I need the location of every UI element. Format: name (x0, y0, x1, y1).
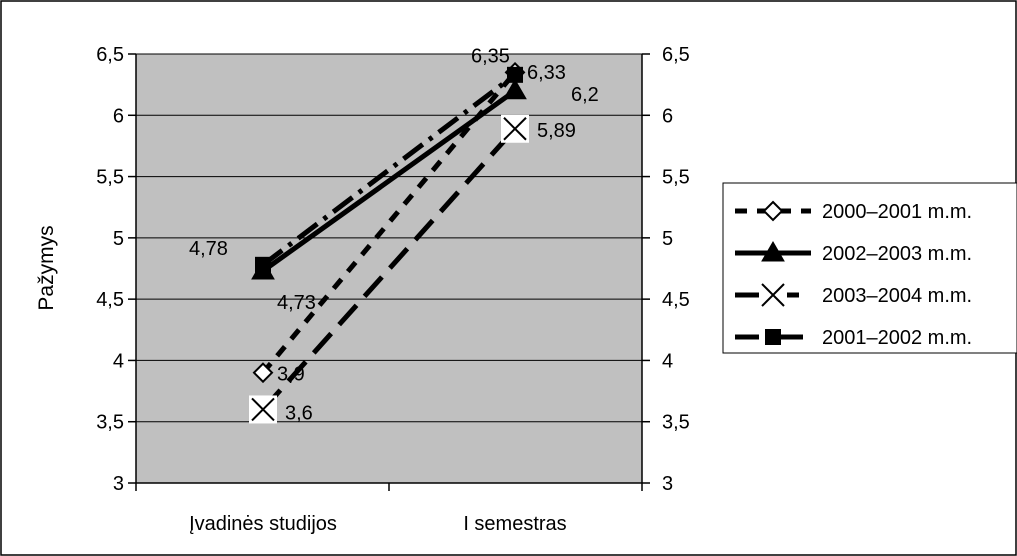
data-label: 3,6 (285, 402, 313, 424)
y-axis-right: 3 3,5 4 4,5 5 5,5 6 6,5 (642, 44, 690, 495)
data-label: 4,73 (277, 292, 316, 314)
y-axis-left: 3 3,5 4 4,5 5 5,5 6 6,5 (96, 44, 136, 495)
legend-swatch-marker (759, 281, 787, 309)
x-axis: Įvadinės studijos I semestras (135, 483, 643, 535)
legend-swatch-marker (765, 329, 781, 345)
y-tick-label-right: 3 (662, 473, 673, 495)
series-4: 4,78 6,33 (189, 62, 566, 273)
data-label: 5,89 (537, 120, 576, 142)
legend-item: 2000–2001 m.m. (735, 200, 972, 223)
legend-item: 2002–2003 m.m. (735, 241, 972, 265)
series-line (261, 72, 517, 267)
legend-swatch-marker (762, 200, 784, 222)
y-tick-label-right: 4 (662, 350, 673, 372)
data-point (252, 362, 274, 384)
legend-item: 2003–2004 m.m. (735, 281, 972, 309)
x-tick-label: Įvadinės studijos (189, 513, 337, 535)
data-point (507, 66, 523, 83)
x-tick-label: I semestras (463, 513, 566, 535)
y-tick-label-right: 6 (662, 105, 673, 127)
y-tick-label-left: 3,5 (96, 412, 124, 434)
plot-area (135, 53, 643, 484)
y-tick-label-right: 5,5 (662, 167, 690, 189)
y-tick-label-right: 4,5 (662, 289, 690, 311)
gridlines (136, 53, 642, 423)
data-point (249, 395, 277, 424)
legend-label: 2003–2004 m.m. (822, 285, 972, 307)
y-tick-label-left: 3 (113, 473, 124, 495)
data-label: 6,2 (571, 84, 599, 106)
data-label: 6,33 (527, 62, 566, 84)
y-tick-label-right: 5 (662, 228, 673, 250)
data-label: 4,78 (189, 238, 228, 260)
y-axis-title: Pažymys (35, 225, 58, 310)
legend-label: 2002–2003 m.m. (822, 243, 972, 265)
data-point (501, 114, 529, 143)
y-tick-label-left: 5 (113, 228, 124, 250)
y-tick-label-left: 5,5 (96, 167, 124, 189)
series-3: 3,6 5,89 (249, 114, 576, 424)
data-point (503, 78, 527, 100)
legend-item: 2001–2002 m.m. (735, 327, 972, 349)
marker-stroke (503, 117, 527, 141)
series-line (261, 127, 517, 412)
legend-label: 2000–2001 m.m. (822, 201, 972, 223)
legend: 2000–2001 m.m. 2002–2003 m.m. 2003–2004 m.… (722, 182, 1017, 354)
y-tick-label-right: 3,5 (662, 412, 690, 434)
y-tick-label-left: 6,5 (96, 44, 124, 66)
y-tick-label-right: 6,5 (662, 44, 690, 66)
data-point (255, 256, 271, 273)
legend-swatch-marker (761, 241, 785, 262)
y-tick-label-left: 4,5 (96, 289, 124, 311)
data-label: 6,35 (471, 45, 510, 67)
series-layer: 3,96,354,736,23,65,894,786,33 (189, 45, 599, 424)
marker-stroke (761, 283, 785, 307)
marker-stroke (251, 397, 275, 422)
legend-label: 2001–2002 m.m. (822, 327, 972, 349)
y-tick-label-left: 6 (113, 105, 124, 127)
y-tick-label-left: 4 (113, 350, 124, 372)
series-line (261, 88, 517, 273)
